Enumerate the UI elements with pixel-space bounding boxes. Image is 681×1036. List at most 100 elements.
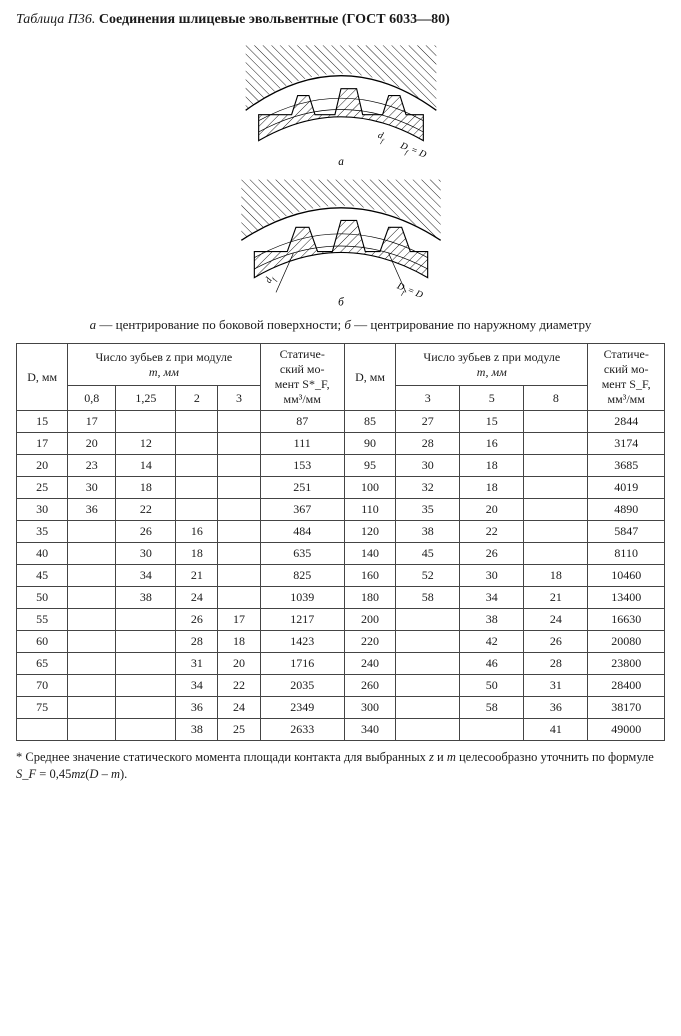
cell [218, 411, 260, 433]
cell [68, 697, 116, 719]
hdr-S-right: Статиче- ский мо- мент S_F, мм³/мм [588, 344, 665, 411]
table-row: 382526333404149000 [17, 719, 665, 741]
cell [68, 565, 116, 587]
cell: 24 [524, 609, 588, 631]
cap-a-txt: — центрирование по боковой поверхности; [96, 317, 344, 332]
cell: 34 [176, 675, 218, 697]
sketch-a: df Df = D а [245, 45, 436, 168]
cell [17, 719, 68, 741]
cell [68, 543, 116, 565]
cell [524, 543, 588, 565]
hdr-D-left: D, мм [17, 344, 68, 411]
cell [116, 719, 176, 741]
cell: 45 [17, 565, 68, 587]
cell [524, 521, 588, 543]
cell [218, 433, 260, 455]
spline-table: D, мм Число зубьев z при модуле m, мм Ст… [16, 343, 665, 741]
cell: 20080 [588, 631, 665, 653]
cell: 4890 [588, 499, 665, 521]
cell: 367 [260, 499, 344, 521]
cell: 2035 [260, 675, 344, 697]
cell: 75 [17, 697, 68, 719]
cell: 38170 [588, 697, 665, 719]
figure-block: df Df = D а df Df = D б [16, 36, 665, 311]
cell: 14 [116, 455, 176, 477]
cell: 42 [460, 631, 524, 653]
cell [218, 565, 260, 587]
cell [116, 675, 176, 697]
cell: 13400 [588, 587, 665, 609]
cell: 38 [176, 719, 218, 741]
table-row: 7034222035260503128400 [17, 675, 665, 697]
cell: 41 [524, 719, 588, 741]
cell: 260 [344, 675, 395, 697]
dim-Df-b: Df = D [393, 281, 424, 303]
cell: 32 [396, 477, 460, 499]
hdr-m3-l: 3 [218, 386, 260, 411]
cell: 21 [176, 565, 218, 587]
cell: 3685 [588, 455, 665, 477]
cell [460, 719, 524, 741]
cell: 22 [460, 521, 524, 543]
cell: 17 [17, 433, 68, 455]
cell: 25 [17, 477, 68, 499]
table-row: 1720121119028163174 [17, 433, 665, 455]
cell: 1423 [260, 631, 344, 653]
cell: 17 [68, 411, 116, 433]
cell [524, 433, 588, 455]
table-row: 40301863514045268110 [17, 543, 665, 565]
cell [176, 455, 218, 477]
cell: 1039 [260, 587, 344, 609]
cell [218, 477, 260, 499]
cell: 20 [460, 499, 524, 521]
cell: 22 [218, 675, 260, 697]
cell: 70 [17, 675, 68, 697]
dim-df-a: df [375, 131, 387, 145]
cell: 2349 [260, 697, 344, 719]
cell: 45 [396, 543, 460, 565]
cell: 484 [260, 521, 344, 543]
cell [524, 455, 588, 477]
cell: 90 [344, 433, 395, 455]
cell: 23800 [588, 653, 665, 675]
cell: 36 [68, 499, 116, 521]
cell: 16 [460, 433, 524, 455]
cell: 200 [344, 609, 395, 631]
cell: 17 [218, 609, 260, 631]
cell [116, 653, 176, 675]
cell [396, 631, 460, 653]
cell: 35 [17, 521, 68, 543]
cell [68, 719, 116, 741]
cell: 27 [396, 411, 460, 433]
cell: 87 [260, 411, 344, 433]
table-head: D, мм Число зубьев z при модуле m, мм Ст… [17, 344, 665, 411]
cell: 28 [524, 653, 588, 675]
cell: 34 [116, 565, 176, 587]
cell: 220 [344, 631, 395, 653]
hdr-S-left: Статиче- ский мо- мент S*_F, мм³/мм [260, 344, 344, 411]
cell [176, 499, 218, 521]
cell: 50 [460, 675, 524, 697]
fig-a-label: а [338, 156, 344, 168]
table-row: 2023141539530183685 [17, 455, 665, 477]
cell [68, 675, 116, 697]
cell: 18 [460, 477, 524, 499]
title-main: Соединения шлицевые эвольвентные (ГОСТ 6… [99, 12, 450, 27]
cell: 58 [396, 587, 460, 609]
cell: 10460 [588, 565, 665, 587]
cell [116, 631, 176, 653]
cell [218, 587, 260, 609]
cell: 58 [460, 697, 524, 719]
cell: 35 [396, 499, 460, 521]
cell: 18 [524, 565, 588, 587]
cell: 40 [17, 543, 68, 565]
cell [68, 609, 116, 631]
cell: 16630 [588, 609, 665, 631]
cell: 23 [68, 455, 116, 477]
cell [116, 609, 176, 631]
sketch-b: df Df = D б [241, 180, 440, 306]
table-row: 6531201716240462823800 [17, 653, 665, 675]
cell: 30 [460, 565, 524, 587]
cell: 635 [260, 543, 344, 565]
cell [396, 609, 460, 631]
